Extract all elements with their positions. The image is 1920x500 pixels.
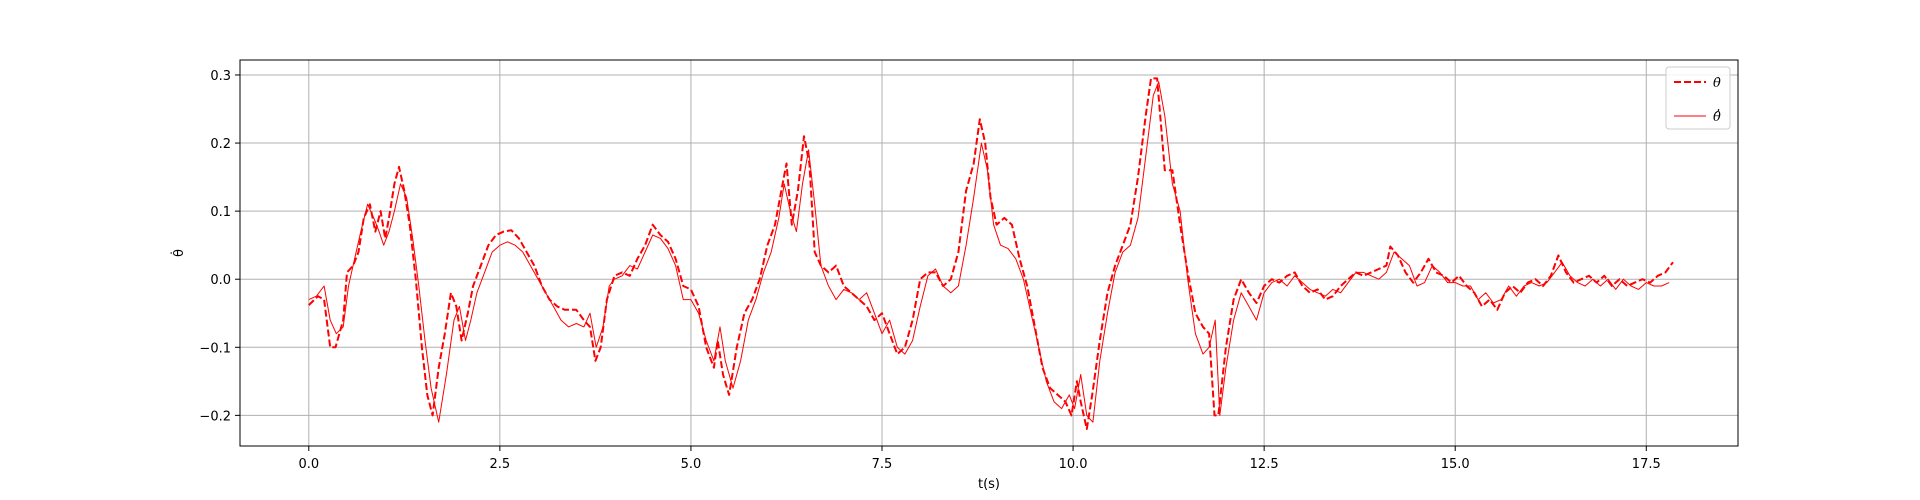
x-tick-label: 12.5: [1250, 457, 1279, 472]
x-axis-label: t(s): [978, 477, 1000, 492]
series-line-theta-hat-dot: [308, 81, 1670, 423]
grid: [240, 60, 1738, 446]
y-tick-label: 0.2: [210, 137, 231, 152]
y-axis-label: θ̇: [171, 249, 187, 257]
legend-box: [1665, 66, 1731, 130]
axis-ticks: 0.0 2.5 5.0 7.5 10.0 12.5 15.0 17.5 −0.2 −0.1 0.0 0…: [199, 69, 1660, 472]
series-lines: [308, 77, 1674, 430]
series-line-theta-dot: [308, 77, 1674, 430]
x-tick-label: 0.0: [298, 457, 319, 472]
x-tick-label: 10.0: [1059, 457, 1088, 472]
x-tick-label: 17.5: [1632, 457, 1661, 472]
y-tick-label: 0.3: [210, 69, 231, 84]
legend-label-theta-dot: θ̇: [1713, 76, 1721, 91]
y-tick-label: −0.1: [199, 341, 231, 356]
y-tick-label: −0.2: [199, 409, 231, 424]
x-tick-label: 7.5: [872, 457, 893, 472]
y-tick-label: 0.1: [210, 205, 231, 220]
y-tick-label: 0.0: [210, 273, 231, 288]
x-tick-label: 2.5: [490, 457, 511, 472]
x-tick-label: 15.0: [1441, 457, 1470, 472]
plot-frame: [239, 59, 1739, 447]
legend: θ̇ θ̂̇: [1665, 66, 1731, 130]
x-tick-label: 5.0: [681, 457, 702, 472]
legend-label-theta-hat-dot: θ̂̇: [1713, 108, 1721, 125]
